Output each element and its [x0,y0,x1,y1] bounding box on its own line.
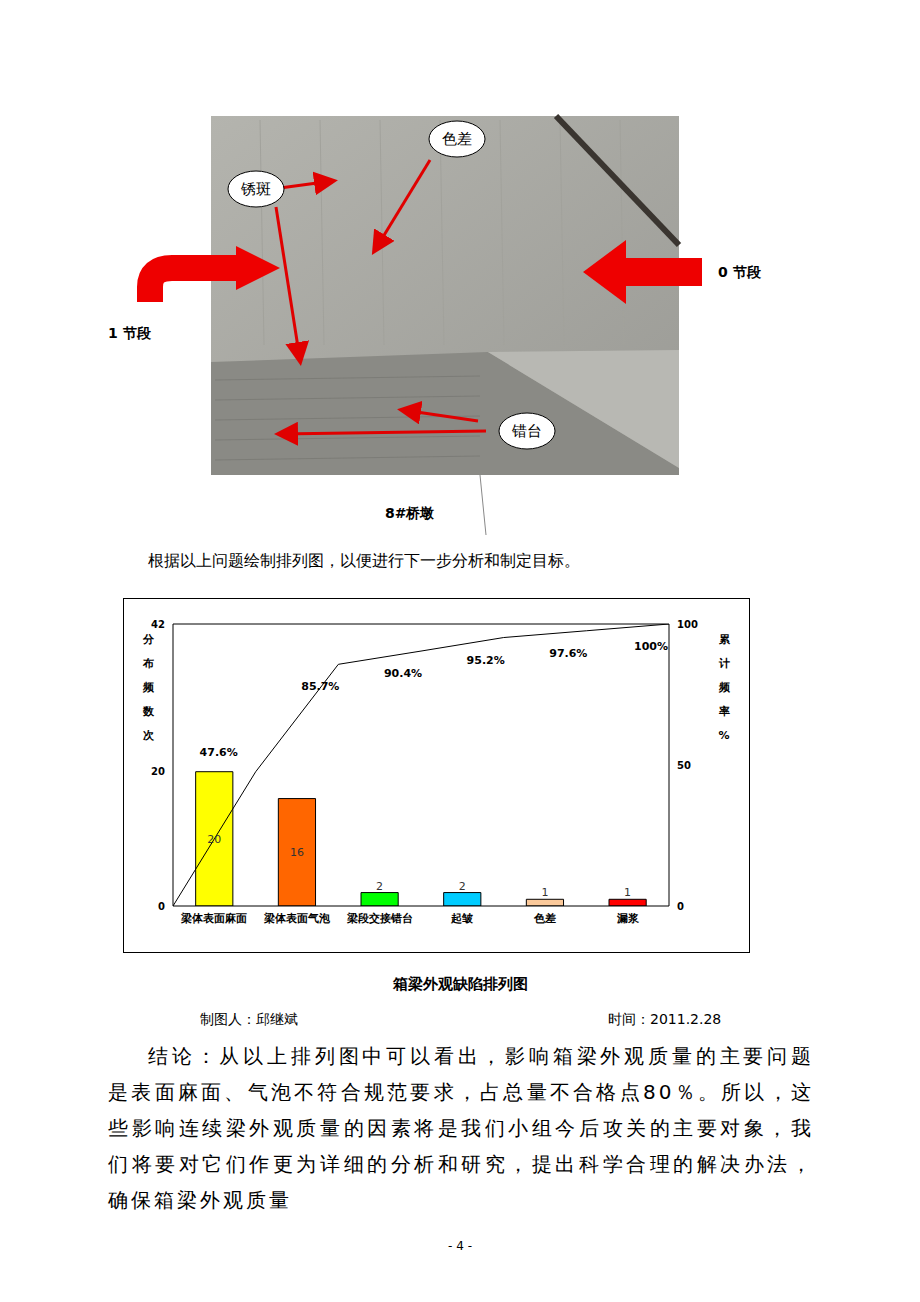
svg-text:锈斑: 锈斑 [240,180,271,198]
svg-text:100%: 100% [634,640,668,653]
html-text:数: 数 [142,705,154,718]
svg-text:1: 1 [541,886,548,899]
svg-text:42: 42 [151,619,165,630]
svg-text:8#桥墩: 8#桥墩 [385,505,434,521]
svg-text:1: 1 [624,886,631,899]
svg-text:0: 0 [677,901,684,912]
svg-text:2: 2 [459,880,466,893]
svg-text:90.4%: 90.4% [384,667,422,680]
svg-text:85.7%: 85.7% [301,680,339,693]
html-text:分: 分 [142,633,154,646]
svg-text:色差: 色差 [533,912,556,925]
svg-text:梁体表面麻面: 梁体表面麻面 [180,912,247,925]
html-text:- 4 -: - 4 - [448,1239,472,1253]
svg-text:95.2%: 95.2% [467,654,505,667]
html-text:次: 次 [142,729,154,742]
html-text:率: 率 [718,705,730,718]
html-text:根据以上问题绘制排列图，以便进行下一步分析和制定目标。: 根据以上问题绘制排列图，以便进行下一步分析和制定目标。 [148,551,580,570]
html-text:结论：从以上排列图中可以看出，影响箱梁外观质量的主要问题是表: 结论：从以上排列图中可以看出，影响箱梁外观质量的主要问题是表面麻面、气泡不符合规… [108,1044,814,1212]
html-text:频: 频 [718,681,730,694]
svg-text:16: 16 [290,846,304,859]
html-text:频: 频 [142,681,154,694]
svg-text:0: 0 [158,901,165,912]
svg-text:20: 20 [151,766,165,777]
html-text:布: 布 [142,657,154,670]
html-text:时间：2011.2.28: 时间：2011.2.28 [608,1011,722,1027]
html-text:箱梁外观缺陷排列图: 箱梁外观缺陷排列图 [392,975,528,993]
svg-text:错台: 错台 [511,422,542,440]
svg-text:漏浆: 漏浆 [616,912,639,925]
svg-text:0 节段: 0 节段 [718,264,762,280]
svg-text:50: 50 [677,760,691,771]
svg-text:100: 100 [677,619,698,630]
svg-text:梁体表面气泡: 梁体表面气泡 [263,912,331,925]
html-text:累: 累 [718,633,730,646]
html-text:计: 计 [718,657,730,670]
svg-text:1 节段: 1 节段 [108,325,152,341]
svg-text:起皱: 起皱 [450,912,473,925]
svg-text:梁段交接错台: 梁段交接错台 [346,912,413,925]
svg-text:2: 2 [376,880,383,893]
svg-text:20: 20 [207,833,221,846]
svg-text:47.6%: 47.6% [200,746,238,759]
html-text:制图人：邱继斌: 制图人：邱继斌 [200,1011,298,1027]
svg-text:97.6%: 97.6% [549,647,587,660]
svg-text:色差: 色差 [442,130,472,148]
